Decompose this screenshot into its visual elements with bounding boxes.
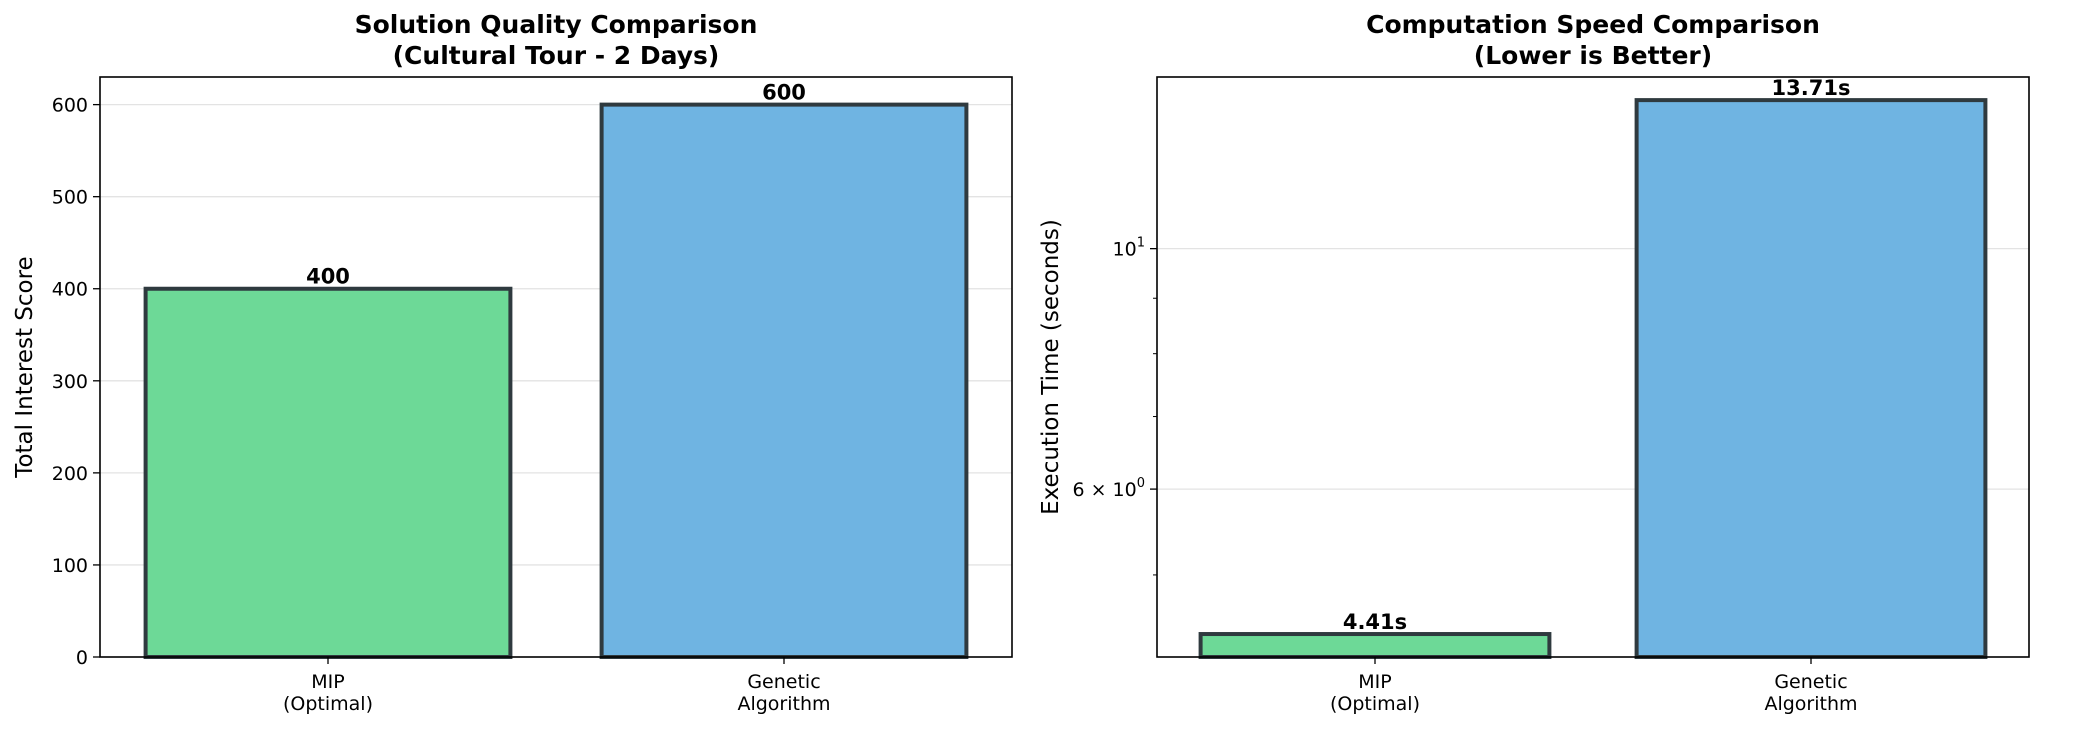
x-tick-label: MIP (Optimal) xyxy=(1330,671,1420,715)
data-label: 4.41s xyxy=(1343,610,1407,634)
y-tick-label: 0 xyxy=(76,647,88,669)
y-tick-label: 600 xyxy=(52,95,88,117)
plot-frame xyxy=(99,76,1013,658)
x-tick-label: Genetic Algorithm xyxy=(737,671,830,715)
y-tick-label: 101 xyxy=(1113,236,1145,261)
y-axis-label: Execution Time (seconds) xyxy=(1038,219,1064,515)
chart-solution-quality: 400 MIP (Optimal) 600 Genetic Algorithm 0 100 20… xyxy=(12,10,1013,715)
y-tick-label: 400 xyxy=(52,279,88,301)
data-label: 13.71s xyxy=(1772,76,1851,100)
plot-frame xyxy=(1156,76,2030,658)
y-axis-label: Total Interest Score xyxy=(12,256,38,478)
chart-computation-speed: 4.41s MIP (Optimal) 13.71s Genetic Algorithm 6… xyxy=(1038,10,2030,715)
bar xyxy=(1198,632,1552,659)
y-tick-label: 500 xyxy=(52,187,88,209)
data-label: 600 xyxy=(762,81,806,105)
data-label: 400 xyxy=(306,265,350,289)
y-tick-label: 300 xyxy=(52,371,88,393)
x-tick-label: Genetic Algorithm xyxy=(1764,671,1857,715)
chart-title: Solution Quality Comparison (Cultural Tou… xyxy=(355,10,758,70)
y-tick-label: 6 × 100 xyxy=(1072,476,1145,501)
bar xyxy=(143,286,513,659)
bar xyxy=(599,102,969,660)
x-tick-label: MIP (Optimal) xyxy=(283,671,373,715)
y-tick-label: 200 xyxy=(52,463,88,485)
y-tick-label: 100 xyxy=(52,555,88,577)
bar xyxy=(1634,98,1988,660)
chart-title: Computation Speed Comparison (Lower is Be… xyxy=(1366,10,1820,70)
